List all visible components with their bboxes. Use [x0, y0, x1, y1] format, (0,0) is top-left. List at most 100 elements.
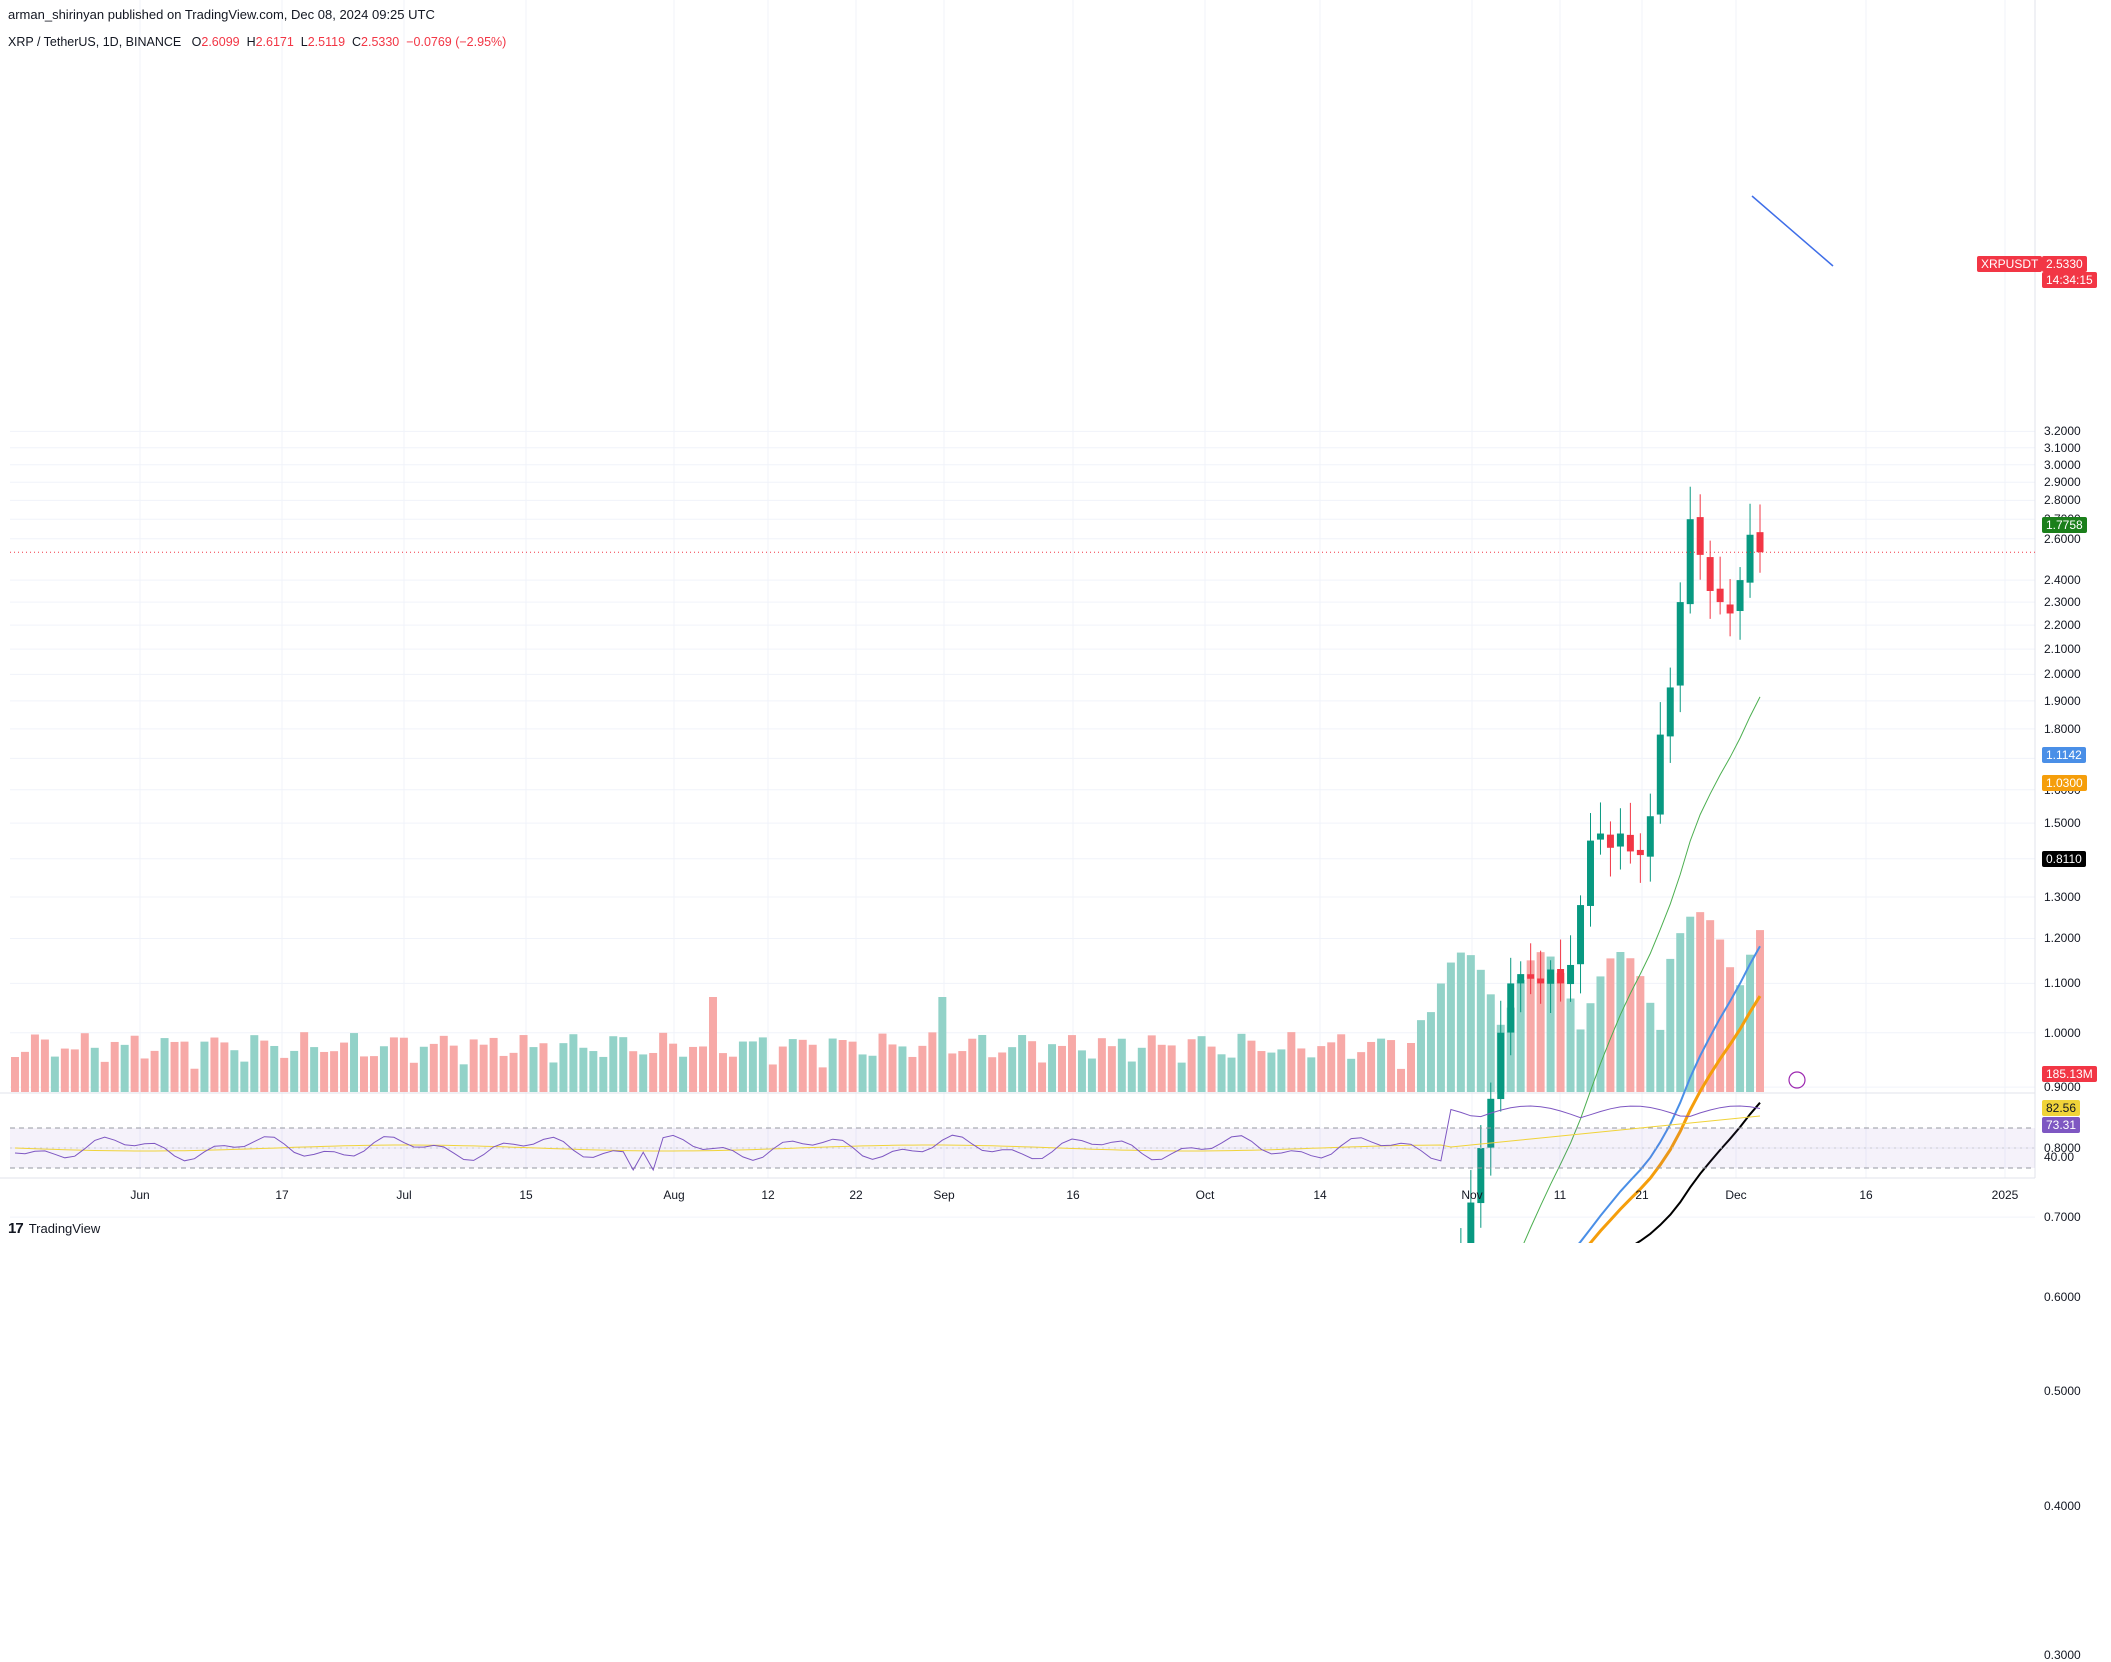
candle-body: [1736, 580, 1744, 612]
volume-bar: [280, 1057, 289, 1092]
volume-bar: [350, 1033, 359, 1092]
volume-bar: [928, 1032, 937, 1092]
price-tick-label: 0.5000: [2044, 1384, 2081, 1399]
volume-bar: [1087, 1058, 1096, 1092]
volume-bar: [1127, 1061, 1136, 1092]
time-tick-label: 21: [1635, 1188, 1649, 1202]
candle-body: [1686, 519, 1694, 605]
rsi-pane: [10, 1105, 2035, 1172]
volume-bar: [290, 1050, 299, 1092]
time-tick-label: Jul: [396, 1188, 412, 1202]
candle-body: [1716, 588, 1724, 603]
volume-bar: [260, 1040, 269, 1092]
volume-bar: [180, 1041, 189, 1092]
volume-bar: [1317, 1046, 1326, 1092]
volume-bar: [1516, 979, 1525, 1092]
volume-bar: [379, 1046, 388, 1092]
volume-bar: [978, 1034, 987, 1092]
volume-bar: [10, 1057, 19, 1092]
volume-bar: [1197, 1036, 1206, 1092]
alert-icon: [1788, 1071, 1806, 1089]
candle-body: [1527, 974, 1535, 979]
volume-bar: [110, 1041, 119, 1092]
volume-bar: [389, 1037, 398, 1092]
volume-bar: [1656, 1029, 1665, 1092]
close-value: 2.5330: [361, 35, 400, 49]
low-value: 2.5119: [307, 35, 346, 49]
volume-bar: [100, 1061, 109, 1092]
volume-bar: [1217, 1054, 1226, 1092]
volume-bar: [1636, 976, 1645, 1092]
volume-bar: [1686, 916, 1695, 1092]
volume-bar: [1048, 1044, 1057, 1092]
volume-bar: [758, 1037, 767, 1092]
volume-bar: [459, 1064, 468, 1092]
volume-bar: [140, 1058, 149, 1092]
candle-body: [1656, 734, 1664, 815]
footer-brand[interactable]: 17 TradingView: [8, 1220, 100, 1237]
volume-bar: [220, 1042, 229, 1092]
volume-bar: [270, 1045, 279, 1092]
volume-bar: [1746, 954, 1755, 1092]
volume-bar: [1307, 1057, 1316, 1092]
candlesticks[interactable]: [11, 486, 1764, 1243]
volume-bar: [1436, 983, 1445, 1092]
price-tick-label: 1.0000: [2044, 1025, 2081, 1040]
ma-green-badge: 1.7758: [2042, 517, 2087, 533]
price-tick-label: 1.1000: [2044, 976, 2081, 991]
volume-bar: [589, 1051, 598, 1092]
volume-bar: [369, 1056, 378, 1092]
volume-bar: [80, 1033, 89, 1092]
candle-body: [1676, 602, 1684, 686]
time-tick-label: Aug: [663, 1188, 685, 1202]
time-tick-label: Oct: [1195, 1188, 1215, 1202]
price-tick-label: 3.0000: [2044, 457, 2081, 472]
volume-bar: [1287, 1032, 1296, 1092]
volume-bar: [788, 1039, 797, 1092]
volume-bar: [1077, 1050, 1086, 1092]
volume-bar: [1107, 1046, 1116, 1092]
volume-bar: [230, 1050, 239, 1092]
chart-canvas[interactable]: [0, 0, 2111, 1243]
volume-bar: [659, 1032, 668, 1092]
volume-bar: [320, 1051, 329, 1092]
symbol-title: XRP / TetherUS, 1D, BINANCE: [8, 35, 182, 49]
volume-bar: [529, 1047, 538, 1092]
candle-body: [1487, 1098, 1495, 1148]
trend-line: [1751, 195, 1834, 267]
price-tick-label: 0.9000: [2044, 1080, 2081, 1095]
low-label: L: [300, 35, 308, 49]
last-price-badge: 2.5330: [2042, 256, 2087, 272]
price-tick-label: 2.4000: [2044, 573, 2081, 588]
price-tick-label: 1.2000: [2044, 931, 2081, 946]
time-tick-label: Sep: [933, 1188, 955, 1202]
candle-body: [1517, 974, 1525, 984]
candle-body: [1567, 964, 1575, 985]
candle-body: [1606, 834, 1614, 848]
price-tick-label: 0.8000: [2044, 1141, 2081, 1156]
volume-bar: [1327, 1042, 1336, 1092]
volume-bar: [1227, 1057, 1236, 1092]
volume-bar: [70, 1049, 79, 1092]
volume-bar: [1147, 1035, 1156, 1092]
volume-bar: [998, 1052, 1007, 1092]
volume-bar: [60, 1048, 69, 1092]
close-label: C: [352, 35, 362, 49]
volume-bar: [1058, 1045, 1066, 1092]
volume-bar: [569, 1034, 578, 1092]
countdown-badge: 14:34:15: [2042, 272, 2097, 288]
volume-bar: [818, 1067, 827, 1092]
volume-bar: [310, 1047, 319, 1092]
volume-bar: [1097, 1038, 1106, 1092]
volume-bar: [988, 1057, 997, 1092]
volume-bar: [340, 1042, 349, 1092]
volume-bar: [419, 1046, 428, 1092]
volume-bar: [1726, 967, 1735, 1092]
symbol-legend: XRP / TetherUS, 1D, BINANCE O2.6099 H2.6…: [8, 35, 506, 49]
volume-bar: [1696, 912, 1705, 1092]
volume-bar: [629, 1051, 638, 1092]
candle-body: [1547, 969, 1555, 984]
volume-bar: [808, 1044, 817, 1092]
volume-bar: [1247, 1040, 1256, 1092]
volume-bar: [1377, 1038, 1386, 1092]
